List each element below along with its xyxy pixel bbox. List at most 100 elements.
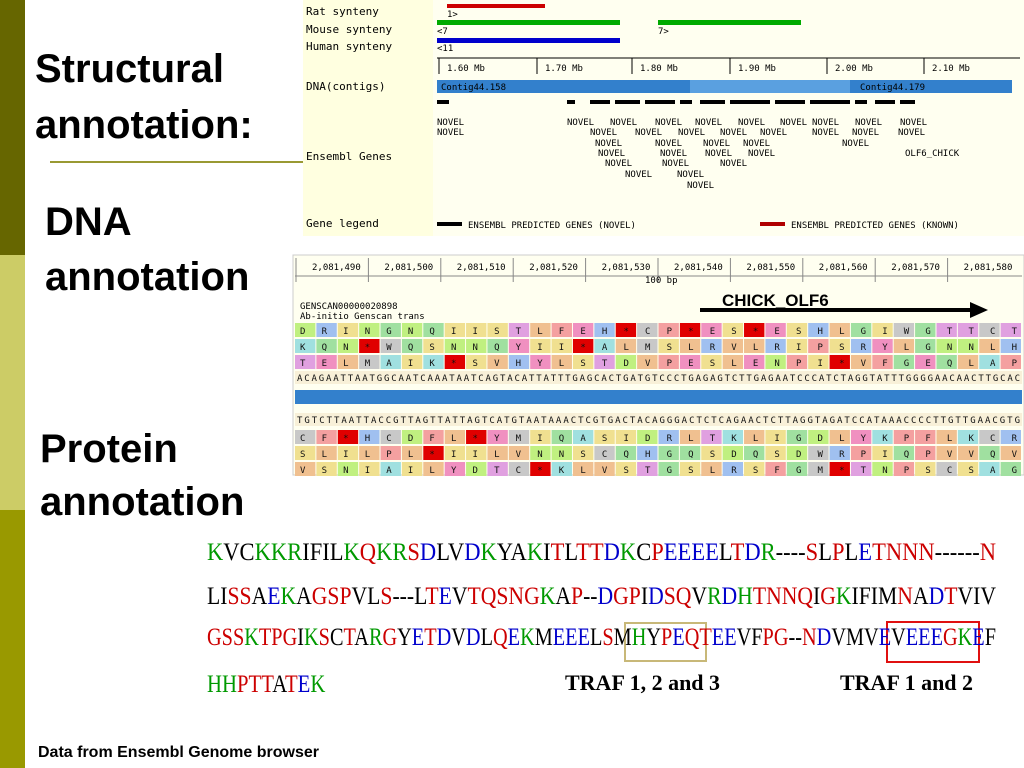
aa-box [979, 355, 1000, 369]
aa-box [615, 355, 637, 369]
heading: annotation: [35, 103, 253, 147]
gene-label: NOVEL [898, 128, 925, 138]
aa-box [637, 430, 658, 444]
aa-box [615, 339, 637, 353]
aa-box [1000, 430, 1021, 444]
synteny-label: <11 [437, 44, 453, 54]
gene-block [900, 100, 915, 104]
legend-swatch [760, 222, 785, 226]
aa-box [722, 323, 744, 337]
aa-box [295, 355, 316, 369]
aa-box [401, 339, 423, 353]
aa-box [808, 339, 829, 353]
gene-label: NOVEL [598, 149, 625, 159]
track-label-panel [303, 0, 433, 236]
aa-box [594, 323, 615, 337]
aa-box [1000, 339, 1021, 353]
aa-box [658, 339, 679, 353]
aa-box [936, 462, 957, 476]
aa-box [423, 430, 444, 444]
aa-box [850, 323, 872, 337]
aa-box [722, 430, 744, 444]
aa-box [359, 462, 380, 476]
aa-box [637, 339, 658, 353]
aa-box [679, 355, 701, 369]
aa-box [487, 430, 508, 444]
dna-row-bg [295, 371, 1022, 384]
aa-box [487, 355, 508, 369]
gene-label: NOVEL [705, 149, 732, 159]
aa-box [936, 323, 957, 337]
annotation: CHICK_OLF6 [722, 291, 829, 310]
gene-block [567, 100, 575, 104]
gene-block [855, 100, 867, 104]
aa-box [487, 446, 508, 460]
aa-box [658, 446, 679, 460]
aa-box [679, 339, 701, 353]
gene-block [775, 100, 805, 104]
heading: annotation [40, 480, 244, 524]
aa-box [551, 430, 572, 444]
motif-box [886, 621, 980, 663]
aa-box [658, 323, 679, 337]
dna-row: ACAGAATTAATGGCAATCAAATAATCAGTACATTATTTGA… [297, 374, 1020, 384]
scale-label: 1.70 Mb [545, 64, 583, 74]
aa-box [765, 355, 786, 369]
aa-box [594, 446, 615, 460]
aa-box [444, 462, 466, 476]
aa-box [679, 430, 701, 444]
protein-line: GSSKTPGIKSCTARGYETDVDLQEKMEEELSMHYPEQTEE… [207, 624, 996, 651]
aa-box [444, 355, 466, 369]
gene-block [645, 100, 675, 104]
strand-bar [295, 390, 1022, 404]
heading: annotation [45, 255, 249, 299]
aa-box [936, 430, 957, 444]
gene-label: NOVEL [687, 181, 714, 191]
aa-box [957, 339, 979, 353]
aa-box [872, 339, 893, 353]
aa-box [551, 446, 572, 460]
aa-box [829, 339, 850, 353]
gene-label: NOVEL [660, 149, 687, 159]
aa-box [401, 355, 423, 369]
gene-label: NOVEL [703, 139, 730, 149]
aa-box [744, 355, 765, 369]
aa-box [295, 339, 316, 353]
aa-box [915, 430, 936, 444]
aa-box [444, 446, 466, 460]
gene-block [700, 100, 725, 104]
track-label: Gene legend [306, 217, 379, 230]
aa-box [786, 355, 808, 369]
aa-box [594, 339, 615, 353]
scale-label: 100 bp [645, 276, 678, 286]
aa-box [1000, 446, 1021, 460]
aa-box [530, 446, 551, 460]
aa-box [551, 462, 572, 476]
aa-box [893, 355, 915, 369]
synteny-bar [658, 20, 801, 25]
aa-box [530, 339, 551, 353]
aa-box [872, 446, 893, 460]
aa-box [850, 462, 872, 476]
motif-label: TRAF 1 and 2 [840, 670, 973, 695]
coord-label: 2,081,550 [746, 263, 795, 273]
dna-row-bg [295, 413, 1022, 426]
annotation-arrow-head [970, 302, 988, 318]
contig-label: Contig44.179 [860, 83, 925, 93]
aa-box [808, 446, 829, 460]
aa-box [401, 430, 423, 444]
gene-label: NOVEL [812, 128, 839, 138]
aa-box [615, 323, 637, 337]
aa-box [957, 462, 979, 476]
aa-box [850, 355, 872, 369]
scale-label: 1.90 Mb [738, 64, 776, 74]
legend-label: ENSEMBL PREDICTED GENES (KNOWN) [791, 221, 959, 231]
aa-box [337, 430, 359, 444]
gene-label: NOVEL [610, 118, 637, 128]
aa-box [380, 323, 401, 337]
aa-box [979, 462, 1000, 476]
aa-box [572, 430, 594, 444]
aa-box [808, 355, 829, 369]
aa-box [915, 446, 936, 460]
